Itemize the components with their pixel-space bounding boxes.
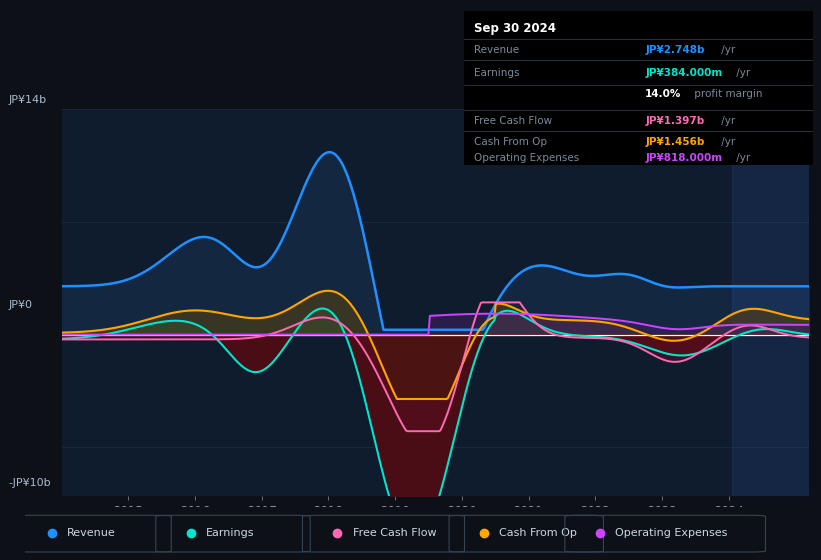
- Text: Revenue: Revenue: [67, 529, 116, 538]
- Text: JP¥14b: JP¥14b: [8, 95, 46, 105]
- Text: JP¥818.000m: JP¥818.000m: [645, 152, 722, 162]
- Text: -JP¥10b: -JP¥10b: [8, 478, 51, 488]
- Text: profit margin: profit margin: [690, 90, 762, 99]
- Text: /yr: /yr: [733, 152, 750, 162]
- Text: JP¥1.456b: JP¥1.456b: [645, 137, 704, 147]
- Bar: [732, 109, 815, 496]
- Text: Sep 30 2024: Sep 30 2024: [475, 22, 557, 35]
- Text: Cash From Op: Cash From Op: [499, 529, 577, 538]
- Text: JP¥1.397b: JP¥1.397b: [645, 115, 704, 125]
- Text: Earnings: Earnings: [475, 68, 520, 78]
- Text: JP¥0: JP¥0: [8, 300, 32, 310]
- Text: /yr: /yr: [718, 45, 736, 55]
- Text: Free Cash Flow: Free Cash Flow: [353, 529, 436, 538]
- Text: /yr: /yr: [733, 68, 750, 78]
- Text: 14.0%: 14.0%: [645, 90, 681, 99]
- Text: Operating Expenses: Operating Expenses: [615, 529, 727, 538]
- Text: Earnings: Earnings: [206, 529, 255, 538]
- Text: /yr: /yr: [718, 137, 736, 147]
- Text: Free Cash Flow: Free Cash Flow: [475, 115, 553, 125]
- Text: JP¥384.000m: JP¥384.000m: [645, 68, 722, 78]
- Text: Revenue: Revenue: [475, 45, 520, 55]
- Text: JP¥2.748b: JP¥2.748b: [645, 45, 704, 55]
- Text: Cash From Op: Cash From Op: [475, 137, 548, 147]
- Text: Operating Expenses: Operating Expenses: [475, 152, 580, 162]
- Text: /yr: /yr: [718, 115, 736, 125]
